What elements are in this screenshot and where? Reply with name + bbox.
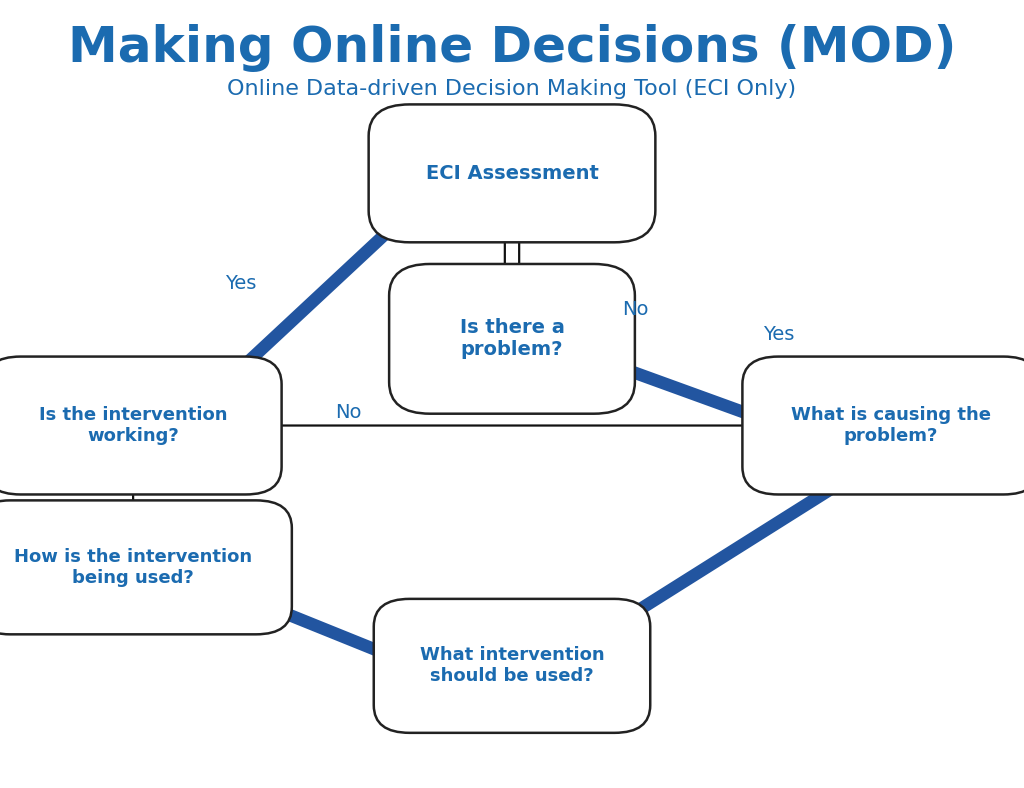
Text: Online Data-driven Decision Making Tool (ECI Only): Online Data-driven Decision Making Tool … (227, 79, 797, 98)
Text: What intervention
should be used?: What intervention should be used? (420, 646, 604, 686)
Text: Yes: Yes (225, 274, 256, 293)
Text: Yes: Yes (763, 325, 794, 344)
FancyBboxPatch shape (374, 599, 650, 733)
Text: Making Online Decisions (MOD): Making Online Decisions (MOD) (68, 24, 956, 72)
FancyBboxPatch shape (0, 356, 282, 495)
Text: Is there a
problem?: Is there a problem? (460, 318, 564, 359)
FancyBboxPatch shape (742, 356, 1024, 495)
Text: Is the intervention
working?: Is the intervention working? (39, 406, 227, 445)
FancyBboxPatch shape (0, 500, 292, 634)
FancyBboxPatch shape (389, 264, 635, 414)
FancyBboxPatch shape (369, 105, 655, 243)
Text: No: No (622, 300, 648, 319)
Text: How is the intervention
being used?: How is the intervention being used? (14, 548, 252, 587)
Text: No: No (335, 403, 361, 422)
Text: ECI Assessment: ECI Assessment (426, 164, 598, 183)
Text: What is causing the
problem?: What is causing the problem? (791, 406, 991, 445)
